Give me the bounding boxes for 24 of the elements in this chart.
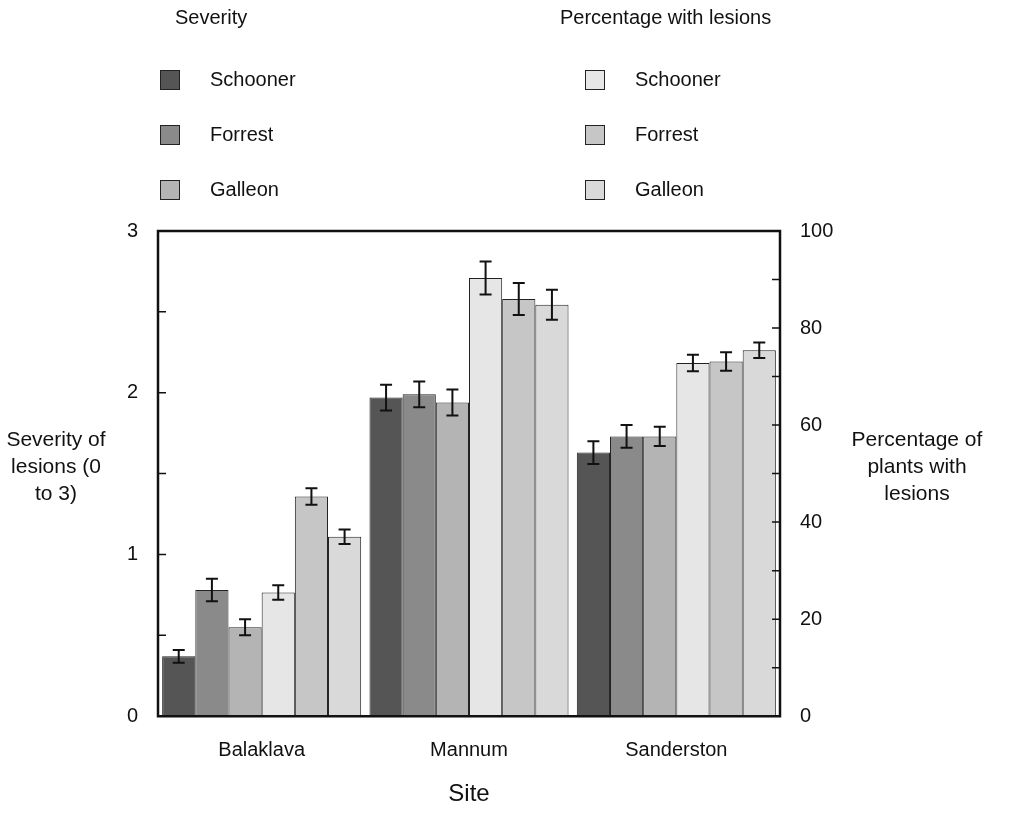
y-axis-title: Severity of lesions (0 to 3) xyxy=(5,426,107,506)
y2-tick-label: 0 xyxy=(800,703,812,726)
x-tick-label: Mannum xyxy=(430,737,508,760)
y2-tick-label: 80 xyxy=(800,315,823,338)
legend-label: Schooner xyxy=(210,68,296,91)
x-tick-label: Balaklava xyxy=(218,737,306,760)
y-tick-label: 2 xyxy=(126,380,138,403)
y2-axis-title: Percentage of plants with lesions xyxy=(850,426,984,506)
y2-tick-label: 20 xyxy=(800,606,823,629)
y-tick-label: 3 xyxy=(126,218,138,241)
x-axis-title: Site xyxy=(448,779,490,807)
legend-label: Galleon xyxy=(635,178,704,201)
text: Percentage with lesions xyxy=(560,6,772,28)
y2-tick-label: 100 xyxy=(800,218,834,241)
y2-tick-label: 60 xyxy=(800,412,823,435)
y2-tick-label: 40 xyxy=(800,509,823,532)
text: Severity xyxy=(175,6,248,28)
legend-label: Forrest xyxy=(210,123,274,146)
y-tick-label: 0 xyxy=(126,703,138,726)
x-tick-label: Sanderston xyxy=(625,737,728,760)
legend-label: Galleon xyxy=(210,178,279,201)
legend-label: Schooner xyxy=(635,68,721,91)
y-tick-label: 1 xyxy=(126,541,138,564)
legend-label: Forrest xyxy=(635,123,699,146)
